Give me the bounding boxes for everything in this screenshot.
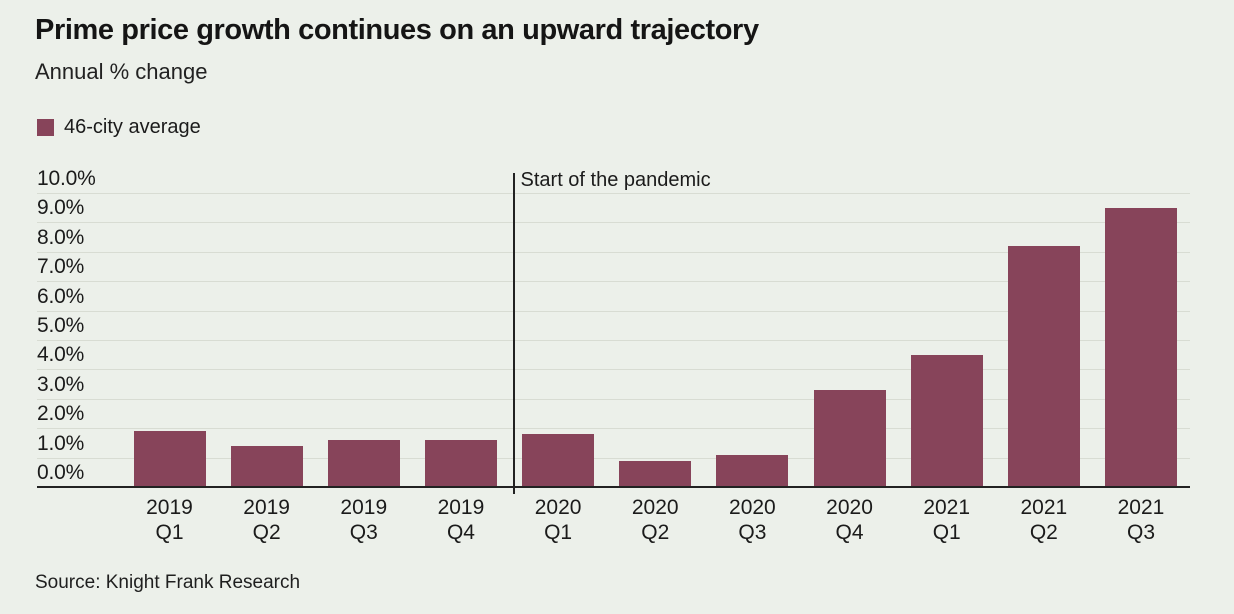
gridline <box>37 281 1190 283</box>
gridline <box>37 369 1190 371</box>
x-tick-label: 2020 Q2 <box>631 496 679 544</box>
x-tick-label: 2020 Q3 <box>729 496 776 544</box>
gridline <box>37 457 1190 459</box>
pandemic-marker-line <box>512 173 515 494</box>
bar-2020-q4 <box>813 389 886 486</box>
y-tick-label: 3.0% <box>37 372 85 396</box>
legend-label: 46-city average <box>64 116 201 138</box>
gridline <box>37 398 1190 400</box>
bar-2020-q2 <box>619 460 692 486</box>
x-tick-label: 2021 Q3 <box>1117 496 1165 544</box>
x-tick-label: 2019 Q1 <box>146 496 193 544</box>
gridline <box>37 193 1190 194</box>
x-tick-label: 2020 Q1 <box>534 496 582 544</box>
x-tick-label: 2019 Q4 <box>437 496 485 544</box>
pandemic-annotation-label: Start of the pandemic <box>520 169 711 191</box>
y-tick-label: 10.0% <box>37 167 96 190</box>
gridline <box>37 251 1190 253</box>
legend: 46-city average <box>37 116 201 139</box>
y-tick-label: 7.0% <box>37 255 85 279</box>
y-tick-label: 8.0% <box>37 225 85 249</box>
y-tick-label: 2.0% <box>37 402 85 426</box>
bar-2021-q3 <box>1105 207 1177 486</box>
x-tick-label: 2021 Q2 <box>1020 496 1068 544</box>
gridline <box>37 310 1190 312</box>
bar-2019-q1 <box>133 431 206 486</box>
x-tick-label: 2019 Q2 <box>243 496 290 544</box>
x-tick-label: 2019 Q3 <box>340 496 388 544</box>
bar-2019-q4 <box>424 439 497 486</box>
bar-2021-q2 <box>1007 245 1080 486</box>
x-tick-label: 2020 Q4 <box>826 496 873 544</box>
legend-swatch-icon <box>37 119 54 136</box>
gridline <box>37 428 1190 430</box>
x-tick-label: 2021 Q1 <box>923 496 971 544</box>
y-tick-label: 5.0% <box>37 314 85 337</box>
bar-2020-q3 <box>716 454 789 486</box>
x-axis-line <box>37 486 1190 488</box>
bar-2020-q1 <box>522 434 595 486</box>
bar-2019-q3 <box>327 439 400 486</box>
bar-2021-q1 <box>910 354 983 486</box>
chart-title: Prime price growth continues on an upwar… <box>35 14 759 46</box>
y-tick-label: 9.0% <box>37 196 85 220</box>
bar-2019-q2 <box>230 445 303 486</box>
gridline <box>37 222 1190 224</box>
y-tick-label: 4.0% <box>37 343 85 367</box>
source-note: Source: Knight Frank Research <box>35 572 301 593</box>
y-tick-label: 6.0% <box>37 284 85 308</box>
y-tick-label: 1.0% <box>37 431 85 455</box>
gridline <box>37 340 1190 341</box>
chart-subtitle: Annual % change <box>35 59 208 84</box>
y-tick-label: 0.0% <box>37 461 85 484</box>
